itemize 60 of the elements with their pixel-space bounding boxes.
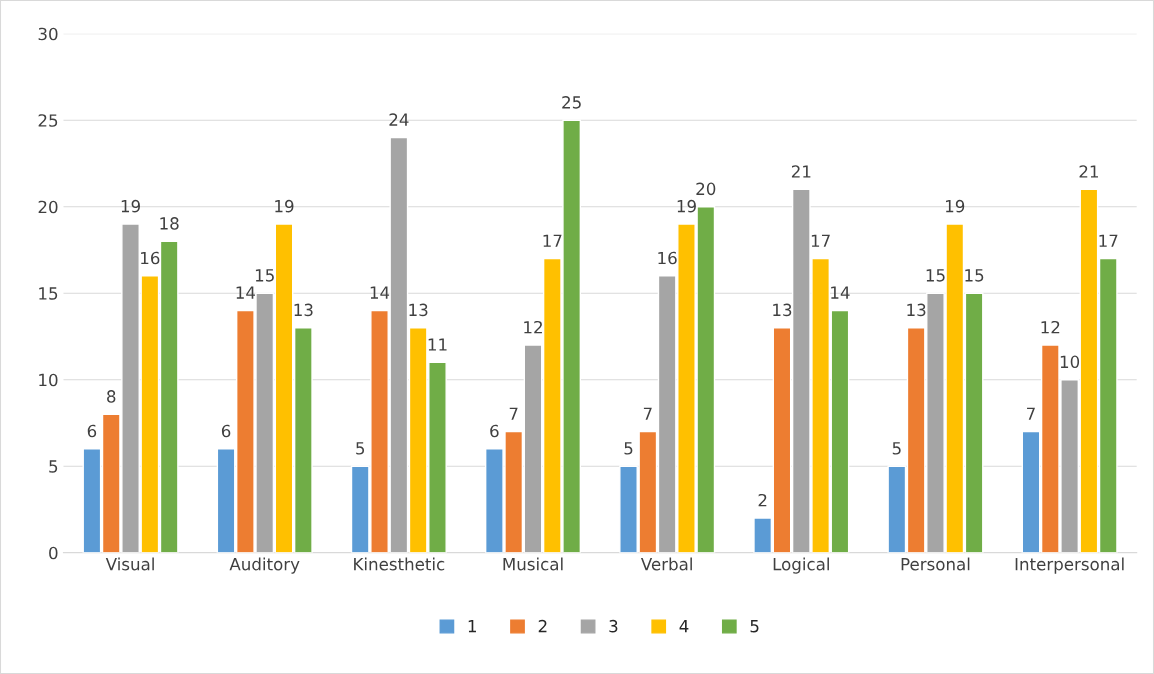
data-label: 5 bbox=[624, 442, 633, 455]
data-label: 17 bbox=[811, 234, 830, 247]
x-tick-label: Musical bbox=[503, 557, 563, 571]
data-label: 12 bbox=[524, 320, 542, 334]
data-label: 2 bbox=[758, 493, 767, 507]
legend-label: 3 bbox=[609, 619, 618, 633]
y-tick-label: 15 bbox=[39, 287, 58, 300]
data-label: 6 bbox=[221, 424, 231, 438]
data-label: 13 bbox=[294, 303, 313, 317]
data-label: 19 bbox=[121, 199, 140, 213]
data-label: 11 bbox=[428, 338, 447, 351]
x-tick-label: Kinesthetic bbox=[354, 557, 445, 571]
y-tick-label: 5 bbox=[49, 460, 58, 473]
data-label: 13 bbox=[907, 303, 926, 317]
data-label: 21 bbox=[1079, 165, 1098, 178]
data-label: 19 bbox=[677, 199, 696, 213]
y-tick-label: 20 bbox=[38, 200, 58, 214]
data-label: 15 bbox=[965, 269, 984, 282]
data-label: 14 bbox=[370, 286, 390, 299]
y-tick-label: 30 bbox=[38, 27, 58, 41]
data-label: 21 bbox=[791, 165, 811, 178]
data-label: 7 bbox=[1027, 407, 1035, 420]
y-tick-label: 0 bbox=[49, 546, 58, 560]
x-tick-label: Visual bbox=[105, 557, 154, 571]
x-tick-label: Logical bbox=[773, 557, 829, 574]
y-tick-label: 25 bbox=[38, 114, 58, 127]
legend-label: 2 bbox=[538, 619, 547, 633]
data-label: 13 bbox=[773, 303, 792, 317]
data-label: 6 bbox=[87, 424, 97, 438]
y-tick-label: 10 bbox=[39, 373, 58, 387]
data-label: 5 bbox=[892, 442, 901, 455]
data-label: 13 bbox=[409, 303, 428, 317]
legend-label: 1 bbox=[468, 620, 476, 633]
data-label: 16 bbox=[658, 251, 677, 265]
data-label: 7 bbox=[509, 407, 518, 420]
x-tick-label: Auditory bbox=[229, 557, 300, 574]
legend-label: 5 bbox=[750, 620, 759, 633]
data-label: 19 bbox=[275, 199, 294, 213]
data-label: 25 bbox=[562, 96, 581, 109]
data-label: 19 bbox=[946, 199, 965, 213]
x-tick-label: Personal bbox=[901, 557, 970, 571]
data-label: 18 bbox=[160, 217, 179, 230]
data-label: 20 bbox=[696, 182, 716, 196]
data-label: 16 bbox=[141, 251, 160, 265]
data-label: 8 bbox=[107, 390, 116, 403]
data-label: 17 bbox=[543, 234, 562, 247]
x-tick-label: Interpersonal bbox=[1015, 557, 1124, 574]
data-label: 10 bbox=[1060, 355, 1080, 369]
data-label: 6 bbox=[490, 424, 499, 438]
data-label: 7 bbox=[643, 407, 652, 420]
data-label: 24 bbox=[389, 113, 409, 126]
x-tick-label: Verbal bbox=[640, 557, 692, 571]
data-label: 14 bbox=[831, 286, 850, 299]
legend-label: 4 bbox=[679, 620, 689, 633]
data-label: 14 bbox=[236, 286, 256, 299]
data-label: 12 bbox=[1041, 320, 1060, 334]
data-label: 15 bbox=[255, 269, 274, 282]
data-label: 17 bbox=[1099, 234, 1118, 247]
data-label: 5 bbox=[356, 442, 365, 455]
data-label: 15 bbox=[926, 269, 945, 282]
